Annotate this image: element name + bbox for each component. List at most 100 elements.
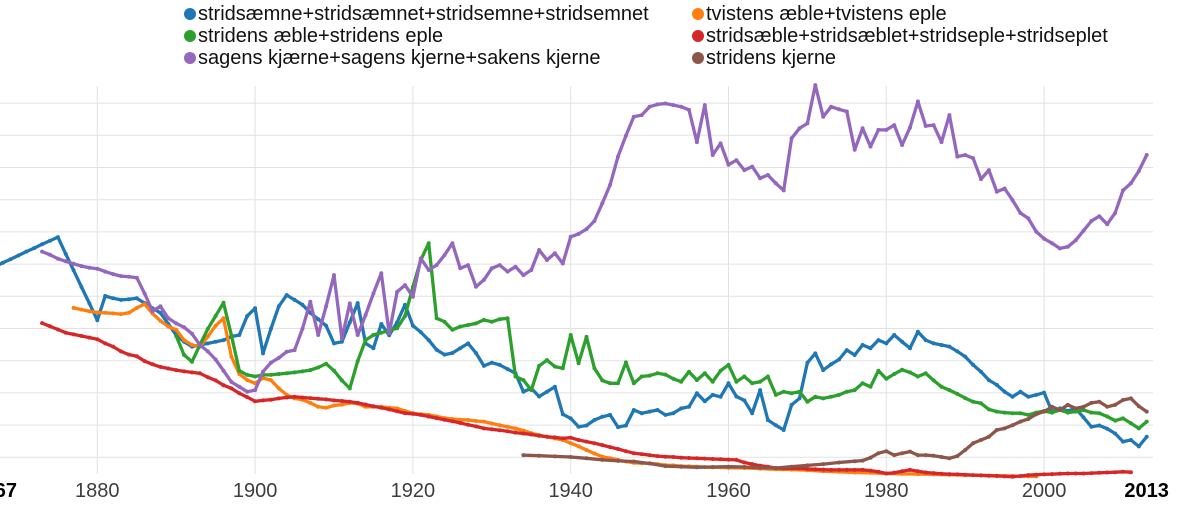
data-point-marker[interactable] (623, 133, 628, 138)
data-point-marker[interactable] (324, 405, 329, 410)
data-point-marker[interactable] (434, 316, 439, 321)
data-point-marker[interactable] (560, 412, 565, 417)
data-point-marker[interactable] (1065, 402, 1070, 407)
data-point-marker[interactable] (119, 297, 123, 302)
data-point-marker[interactable] (939, 471, 944, 476)
data-point-marker[interactable] (182, 369, 187, 374)
data-point-marker[interactable] (568, 234, 573, 239)
data-point-marker[interactable] (371, 291, 376, 296)
data-point-marker[interactable] (805, 360, 810, 365)
data-point-marker[interactable] (1010, 423, 1015, 428)
data-point-marker[interactable] (758, 465, 763, 470)
data-point-marker[interactable] (813, 83, 818, 88)
data-point-marker[interactable] (403, 283, 407, 288)
data-point-marker[interactable] (584, 439, 589, 444)
data-point-marker[interactable] (300, 326, 305, 331)
data-point-marker[interactable] (986, 407, 991, 412)
data-point-marker[interactable] (639, 113, 644, 118)
data-point-marker[interactable] (900, 143, 905, 147)
data-point-marker[interactable] (103, 310, 108, 315)
data-point-marker[interactable] (1010, 411, 1015, 416)
data-point-marker[interactable] (639, 452, 644, 457)
data-point-marker[interactable] (324, 361, 329, 366)
data-point-marker[interactable] (955, 349, 960, 354)
data-point-marker[interactable] (702, 456, 707, 461)
data-point-marker[interactable] (1034, 472, 1039, 477)
data-point-marker[interactable] (647, 373, 652, 378)
data-point-marker[interactable] (844, 389, 849, 394)
data-point-marker[interactable] (1089, 219, 1094, 223)
data-point-marker[interactable] (474, 351, 478, 355)
data-point-marker[interactable] (616, 425, 620, 430)
data-point-marker[interactable] (655, 454, 660, 459)
data-point-marker[interactable] (892, 372, 897, 376)
data-point-marker[interactable] (316, 365, 321, 370)
data-point-marker[interactable] (1105, 222, 1110, 227)
data-point-marker[interactable] (190, 359, 194, 364)
data-point-marker[interactable] (1097, 411, 1102, 416)
data-point-marker[interactable] (545, 434, 549, 439)
data-point-marker[interactable] (584, 423, 589, 428)
data-point-marker[interactable] (892, 453, 897, 458)
data-point-marker[interactable] (537, 453, 542, 458)
data-point-marker[interactable] (718, 457, 723, 462)
data-point-marker[interactable] (134, 305, 139, 310)
data-point-marker[interactable] (829, 362, 834, 367)
data-point-marker[interactable] (355, 333, 360, 337)
data-point-marker[interactable] (489, 360, 494, 365)
data-point-marker[interactable] (339, 339, 344, 344)
data-point-marker[interactable] (134, 296, 139, 301)
data-point-marker[interactable] (908, 125, 912, 130)
data-point-marker[interactable] (1073, 406, 1078, 411)
data-point-marker[interactable] (710, 465, 715, 469)
legend-item-2[interactable]: stridens æble+stridens eple (184, 25, 443, 47)
data-point-marker[interactable] (616, 381, 620, 386)
data-point-marker[interactable] (726, 362, 731, 367)
data-point-marker[interactable] (197, 371, 202, 376)
data-point-marker[interactable] (1010, 198, 1015, 203)
data-point-marker[interactable] (1002, 186, 1007, 191)
data-point-marker[interactable] (876, 338, 881, 343)
data-point-marker[interactable] (521, 431, 526, 436)
data-point-marker[interactable] (1121, 188, 1125, 193)
data-point-marker[interactable] (868, 384, 873, 389)
series-line-4[interactable] (40, 83, 1149, 394)
data-point-marker[interactable] (450, 419, 455, 424)
data-point-marker[interactable] (844, 348, 849, 353)
data-point-marker[interactable] (892, 470, 897, 475)
data-point-marker[interactable] (261, 351, 265, 356)
data-point-marker[interactable] (876, 127, 881, 132)
data-point-marker[interactable] (481, 317, 486, 322)
data-point-marker[interactable] (710, 457, 715, 461)
data-point-marker[interactable] (623, 360, 628, 365)
data-point-marker[interactable] (986, 434, 991, 439)
data-point-marker[interactable] (552, 435, 557, 440)
data-point-marker[interactable] (237, 384, 242, 389)
data-point-marker[interactable] (268, 326, 273, 331)
data-point-marker[interactable] (347, 320, 352, 325)
data-point-marker[interactable] (489, 421, 494, 426)
data-point-marker[interactable] (600, 454, 605, 459)
data-point-marker[interactable] (576, 231, 581, 236)
data-point-marker[interactable] (765, 173, 770, 177)
data-point-marker[interactable] (1034, 229, 1039, 234)
data-point-marker[interactable] (1026, 394, 1031, 399)
data-point-marker[interactable] (789, 136, 794, 141)
data-point-marker[interactable] (805, 121, 810, 126)
data-point-marker[interactable] (805, 463, 810, 468)
data-point-marker[interactable] (986, 473, 991, 478)
data-point-marker[interactable] (1113, 402, 1118, 407)
data-point-marker[interactable] (939, 140, 944, 145)
data-point-marker[interactable] (884, 341, 889, 346)
data-point-marker[interactable] (95, 318, 100, 323)
data-point-marker[interactable] (647, 409, 652, 414)
data-point-marker[interactable] (923, 338, 928, 343)
data-point-marker[interactable] (1136, 444, 1141, 449)
data-point-marker[interactable] (560, 261, 565, 266)
data-point-marker[interactable] (505, 367, 510, 372)
data-point-marker[interactable] (434, 416, 439, 421)
data-point-marker[interactable] (150, 362, 155, 367)
data-point-marker[interactable] (292, 370, 297, 375)
data-point-marker[interactable] (797, 396, 802, 401)
data-point-marker[interactable] (450, 327, 455, 332)
